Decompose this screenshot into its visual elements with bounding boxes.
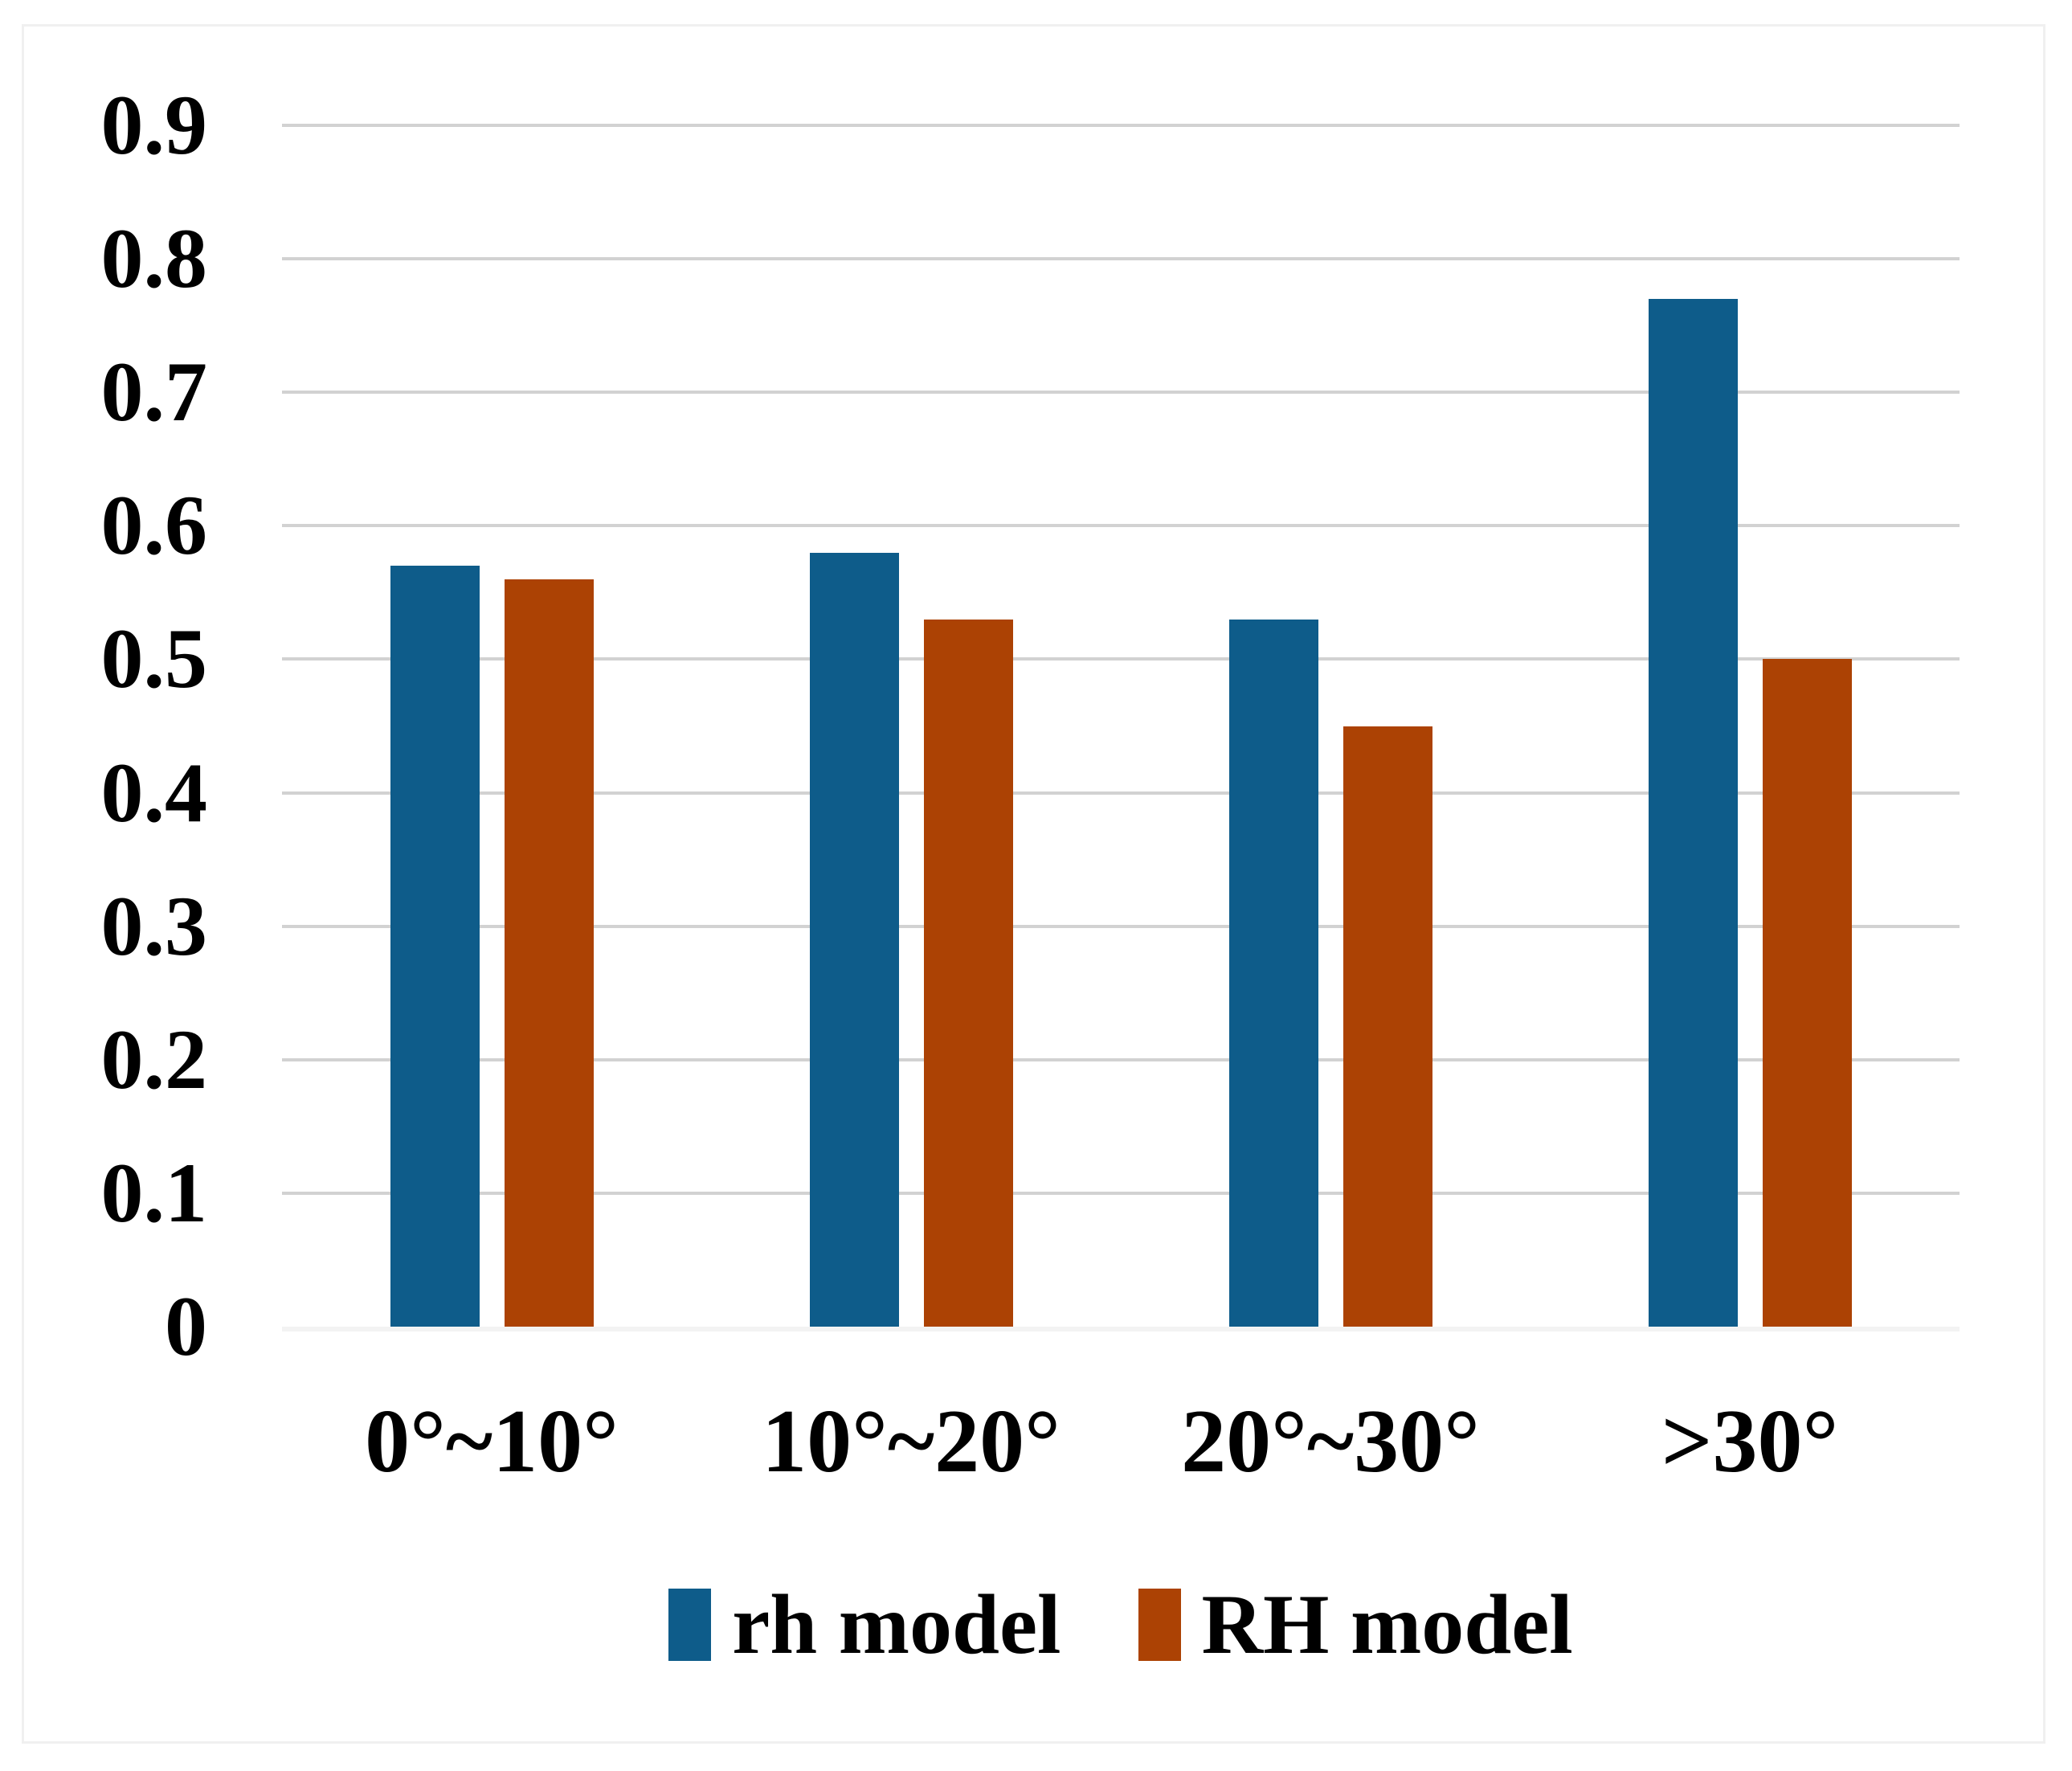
y-tick-label-0.6: 0.6 [100,478,208,573]
x-tick-label-10°~20°: 10°~20° [762,1392,1061,1491]
bar-rh-model-10°~20° [923,619,1013,1327]
bar-group-0°~10° [282,125,701,1327]
bar-group-10°~20° [701,125,1121,1327]
bar-rh-model-0°~10° [390,566,480,1327]
y-tick-label-0: 0 [165,1279,207,1373]
y-tick-label-0.4: 0.4 [100,745,208,840]
legend-item-rh-model: rh model [668,1582,1061,1667]
bar-rh-model-20°~30° [1228,619,1318,1327]
y-tick-label-0.8: 0.8 [100,211,208,306]
gridlines-layer [282,124,1960,1327]
bar-group->30° [1540,125,1960,1327]
x-axis-labels: 0°~10° 10°~20° 20°~30° >30° [282,1397,1960,1487]
legend-marker-icon [668,1589,712,1661]
gridline-0.2 [282,1057,1960,1061]
bar-rh-model-10°~20° [809,552,899,1327]
x-tick-label->30°: >30° [1661,1392,1839,1491]
x-tick-label-20°~30°: 20°~30° [1181,1392,1480,1491]
legend-marker-icon [1138,1589,1181,1661]
gridline-0.6 [282,524,1960,528]
gridline-0.3 [282,924,1960,928]
gridline-0.1 [282,1191,1960,1195]
x-tick-label-0°~10°: 0°~10° [365,1392,619,1491]
y-tick-label-0.5: 0.5 [100,611,208,706]
legend-label: RH model [1201,1577,1573,1671]
gridline-0.4 [282,791,1960,795]
legend: rh model RH model [282,1569,1960,1681]
bar-rh-model-0°~10° [504,579,594,1327]
x-axis-line [282,1327,1960,1331]
y-tick-label-0.1: 0.1 [100,1145,208,1240]
bar-rh-model-20°~30° [1343,726,1432,1327]
bar-rh-model->30° [1762,659,1852,1327]
gridline-0.9 [282,124,1960,127]
gridline-0.7 [282,391,1960,395]
legend-item-rh-model: RH model [1138,1582,1573,1667]
bar-group-20°~30° [1121,125,1540,1327]
plot-area [282,124,1960,1331]
gridline-0.8 [282,257,1960,261]
y-tick-label-0.3: 0.3 [100,878,208,973]
bar-rh-model->30° [1648,298,1738,1327]
gridline-0.5 [282,657,1960,661]
y-tick-label-0.2: 0.2 [100,1012,208,1106]
bars-layer [282,125,1960,1327]
legend-label: rh model [732,1577,1061,1671]
y-tick-label-0.7: 0.7 [100,345,208,440]
y-tick-label-0.9: 0.9 [100,78,208,172]
